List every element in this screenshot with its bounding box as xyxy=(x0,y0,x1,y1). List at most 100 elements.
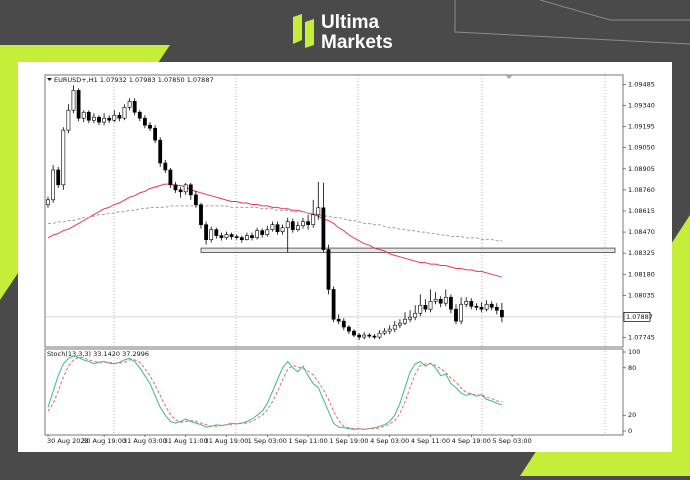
candle-body xyxy=(413,312,418,318)
x-tick-label: 4 Sep 19:00 xyxy=(452,437,491,445)
logo-bar xyxy=(305,19,314,48)
candle-body xyxy=(219,235,224,238)
candle-body xyxy=(280,227,285,232)
x-tick-label: 30 Aug 19:00 xyxy=(82,437,126,445)
candle-body xyxy=(194,194,198,206)
candle-body xyxy=(214,229,219,236)
plot: 1.09485 1.09340 1.09195 1.09050 1.08905 1.087… xyxy=(45,80,655,445)
stoch-line xyxy=(47,357,502,430)
y-tick-label: 1.09485 xyxy=(628,80,655,88)
candle-body xyxy=(143,117,147,126)
candle-body xyxy=(158,139,163,164)
x-tick-label: 1 Sep 19:00 xyxy=(329,437,368,445)
candle-body xyxy=(443,296,448,304)
y-tick-label: 1.09340 xyxy=(628,102,655,110)
y-tick-label: 1.08325 xyxy=(628,249,655,257)
candle-body xyxy=(265,229,270,235)
candle-body xyxy=(137,111,142,119)
candle-body xyxy=(178,189,183,193)
candle-body xyxy=(46,199,50,206)
price-box xyxy=(623,312,651,322)
y-tick-label: 80 xyxy=(628,364,636,372)
candle-body xyxy=(479,306,484,310)
candle-body xyxy=(301,221,305,226)
candle-body xyxy=(377,332,382,338)
candle-body xyxy=(372,335,377,338)
candle-body xyxy=(484,303,489,310)
moving-average xyxy=(48,205,502,242)
y-tick-label: 0 xyxy=(628,427,632,435)
y-tick-label: 1.08615 xyxy=(628,207,655,215)
candle-body xyxy=(86,111,91,121)
candle-body xyxy=(97,116,101,123)
candle-body xyxy=(392,324,397,330)
candle-body xyxy=(71,90,76,111)
y-tick-label: 100 xyxy=(628,348,640,356)
candle-body xyxy=(403,318,407,324)
candle-body xyxy=(163,162,168,171)
candle-body xyxy=(255,230,260,238)
candle-body xyxy=(260,230,265,235)
candle-body xyxy=(433,298,438,302)
current-price-label: 1.07887 xyxy=(626,313,653,321)
candle-body xyxy=(290,221,295,230)
brand-line: Markets xyxy=(321,32,393,53)
candle-body xyxy=(499,310,504,318)
candle-body xyxy=(224,234,229,238)
candle-body xyxy=(66,109,71,131)
separators xyxy=(113,75,606,435)
support-zone xyxy=(200,247,616,253)
candle-body xyxy=(92,116,96,121)
x-tick-label: 4 Sep 03:00 xyxy=(370,437,409,445)
candle-body xyxy=(448,296,453,310)
candle-body xyxy=(489,303,494,308)
y-tick-label: 1.08760 xyxy=(628,186,655,194)
candle-body xyxy=(387,328,392,332)
candle-body xyxy=(428,301,433,310)
candle-body xyxy=(469,301,474,307)
menu-arrow xyxy=(47,78,52,81)
candle-body xyxy=(362,334,367,338)
y-tick-label: 1.07745 xyxy=(628,334,655,342)
candle-body xyxy=(229,234,234,237)
x-tick-label: 30 Aug 2023 xyxy=(47,437,89,445)
candle-body xyxy=(321,207,326,250)
y-tick-label: 1.08470 xyxy=(628,228,655,236)
decor-line xyxy=(454,0,690,45)
candle-body xyxy=(122,106,127,119)
candle-body xyxy=(474,305,479,308)
candle-body xyxy=(438,298,443,304)
candle-body xyxy=(112,114,117,121)
decor-line xyxy=(539,0,690,21)
candle-body xyxy=(367,334,372,337)
candle-body xyxy=(459,303,464,322)
candle-body xyxy=(76,90,81,119)
candle-body xyxy=(102,117,107,123)
stoch-panel xyxy=(44,348,624,436)
candle-body xyxy=(295,225,300,230)
candle-body xyxy=(250,235,254,238)
candle-body xyxy=(209,229,214,240)
candle-body xyxy=(346,326,351,332)
x-tick-label: 1 Sep 03:00 xyxy=(248,437,287,445)
x-tick-label: 31 Aug 19:00 xyxy=(205,437,249,445)
x-tick-label: 4 Sep 11:00 xyxy=(411,437,450,445)
candle-body xyxy=(245,235,249,240)
candle-body xyxy=(423,304,428,310)
candle-body xyxy=(275,224,280,232)
y-tick-label: 1.08035 xyxy=(628,291,655,299)
candle-body xyxy=(336,318,341,322)
y-tick-label: 20 xyxy=(628,411,636,419)
candle-body xyxy=(316,207,321,216)
candle-body xyxy=(132,101,137,113)
candle-body xyxy=(168,169,173,186)
candle-body xyxy=(331,289,336,320)
y-tick-label: 1.08905 xyxy=(628,165,655,173)
candle-body xyxy=(494,306,499,311)
moving-average xyxy=(47,183,503,278)
candle-body xyxy=(173,184,178,191)
candle-body xyxy=(153,127,158,141)
brand-line: Ultima xyxy=(321,12,380,33)
candle-body xyxy=(270,224,275,230)
